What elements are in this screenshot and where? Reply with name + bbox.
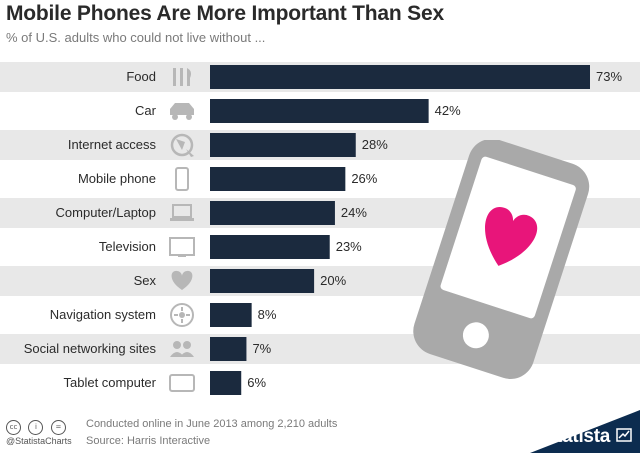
television-icon <box>169 237 195 257</box>
category-label: Car <box>135 103 156 118</box>
category-label: Television <box>98 239 156 254</box>
footer: cc i = @StatistaCharts Conducted online … <box>0 410 640 453</box>
creative-commons-icon[interactable]: cc <box>6 420 21 435</box>
car-icon <box>170 103 194 120</box>
value-label: 6% <box>247 375 267 390</box>
value-label: 42% <box>434 103 461 118</box>
category-label: Navigation system <box>49 307 156 322</box>
phone-heart-illustration <box>413 140 590 379</box>
value-label: 26% <box>351 171 378 186</box>
bar <box>210 337 247 361</box>
category-label: Mobile phone <box>77 171 156 186</box>
value-label: 28% <box>361 137 388 152</box>
heart-icon <box>485 207 538 266</box>
category-label: Food <box>126 69 156 84</box>
category-label: Social networking sites <box>23 341 156 356</box>
bar <box>210 167 346 191</box>
bar <box>210 133 356 157</box>
tablet-icon <box>169 374 195 392</box>
value-label: 23% <box>335 239 362 254</box>
bar <box>210 371 242 395</box>
source-note: Source: Harris Interactive <box>86 435 211 447</box>
phone-home-button <box>462 322 489 349</box>
twitter-handle[interactable]: @StatistaCharts <box>6 436 72 446</box>
bar <box>210 235 330 259</box>
chart-title: Mobile Phones Are More Important Than Se… <box>6 2 444 25</box>
value-label: 20% <box>320 273 347 288</box>
license-icons: cc i = <box>6 416 69 435</box>
cutlery-icon <box>173 68 191 86</box>
brand-banner <box>530 410 640 453</box>
value-label: 24% <box>340 205 367 220</box>
bar <box>210 269 315 293</box>
category-label: Sex <box>133 273 156 288</box>
category-label: Computer/Laptop <box>55 205 156 220</box>
heart-icon <box>171 270 193 290</box>
bar-chart <box>0 62 640 395</box>
bar <box>210 65 590 89</box>
bar <box>210 99 429 123</box>
compass-icon <box>170 303 194 327</box>
attribution-icon[interactable]: i <box>28 420 44 435</box>
value-label: 73% <box>596 69 623 84</box>
value-label: 7% <box>252 341 272 356</box>
value-label: 8% <box>257 307 277 322</box>
people-icon <box>170 341 194 357</box>
category-label: Tablet computer <box>63 375 157 390</box>
bar <box>210 303 252 327</box>
survey-note: Conducted online in June 2013 among 2,21… <box>86 418 338 430</box>
bar <box>210 201 335 225</box>
globe-icon <box>170 133 194 157</box>
category-label: Internet access <box>67 137 156 152</box>
no-derivatives-icon[interactable]: = <box>50 420 66 435</box>
chart-subtitle: % of U.S. adults who could not live with… <box>6 30 266 45</box>
statista-logo[interactable]: statista <box>545 426 610 447</box>
mobile-phone-icon <box>175 167 189 191</box>
laptop-icon <box>170 204 194 221</box>
statista-mark-icon <box>616 428 632 442</box>
